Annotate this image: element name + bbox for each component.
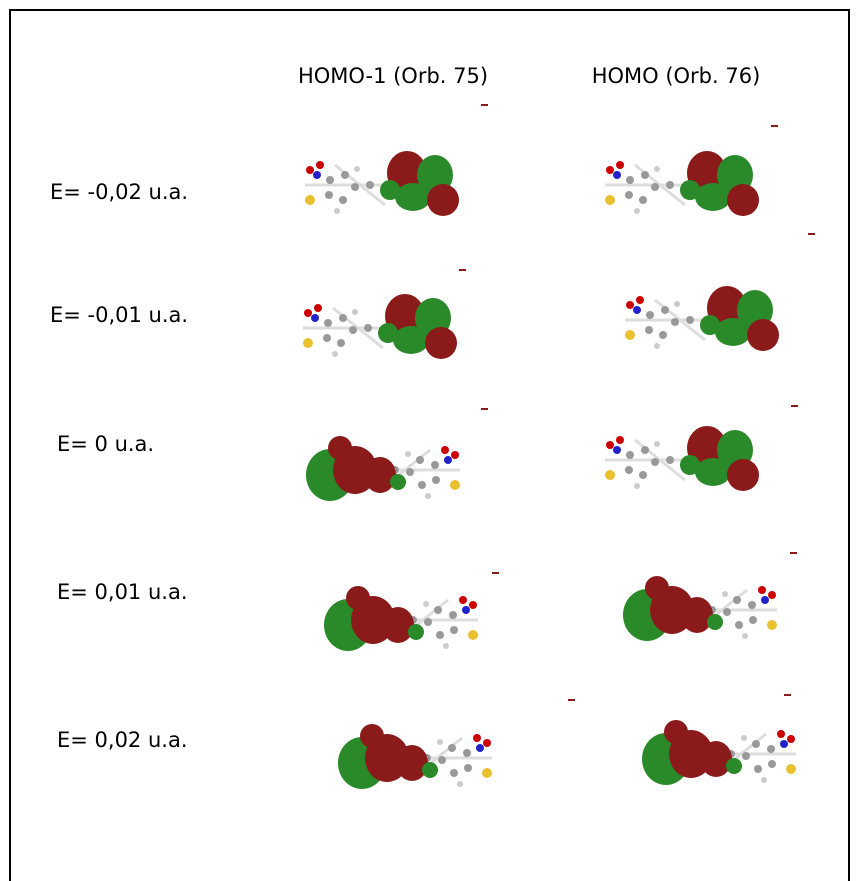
orbital-image xyxy=(324,572,499,651)
orbital-image xyxy=(625,286,779,351)
page: HOMO-1 (Orb. 75) HOMO (Orb. 76) E= -0,02… xyxy=(0,0,859,870)
orbital-image xyxy=(338,699,575,789)
orbital-image xyxy=(306,408,488,501)
orbital-image xyxy=(623,552,797,641)
orbital-image xyxy=(303,269,466,359)
orbital-image xyxy=(305,104,488,216)
orbital-image xyxy=(605,125,815,235)
orbital-image xyxy=(605,405,798,491)
orbital-image xyxy=(642,694,796,785)
orbital-images xyxy=(0,0,859,870)
